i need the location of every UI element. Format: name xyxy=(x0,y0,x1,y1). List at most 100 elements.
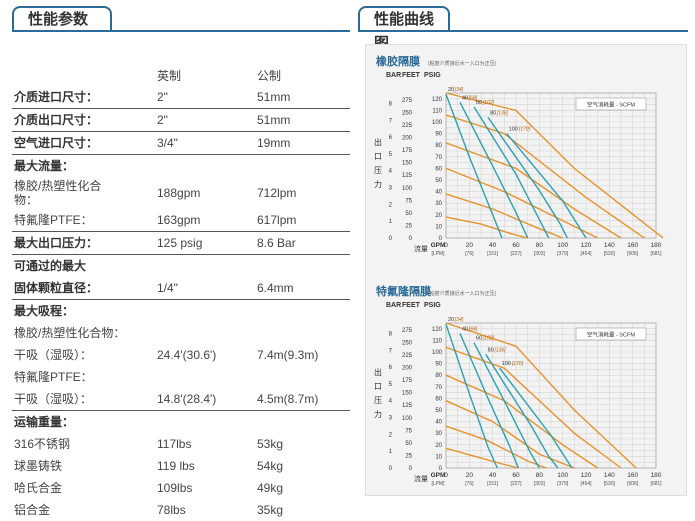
performance-curve xyxy=(445,374,599,469)
psig-tick: 110 xyxy=(432,108,442,114)
unit-label: PSIG xyxy=(424,72,441,79)
spec-label: 特氟隆PTFE： xyxy=(14,370,93,384)
air-legend: 空气消耗量 - SCFM xyxy=(587,331,635,339)
lpm-tick: [LPM] xyxy=(431,251,445,257)
psig-tick: 70 xyxy=(435,155,442,161)
bar-tick: 4 xyxy=(389,399,393,405)
performance-curve xyxy=(445,193,563,239)
gpm-tick: 60 xyxy=(512,472,520,479)
feet-tick: 50 xyxy=(405,211,412,217)
performance-curve xyxy=(445,216,528,239)
air-curve-label-metric: [170] xyxy=(511,361,524,367)
air-curve-label-metric: [34] xyxy=(454,317,464,323)
air-curve xyxy=(445,93,503,239)
spec-label: 橡胶/热塑性化合物： xyxy=(14,179,102,207)
gpm-tick: 60 xyxy=(512,242,520,249)
gpm-tick: 140 xyxy=(604,472,615,479)
gpm-tick: 20 xyxy=(466,242,474,249)
chart-note: (粘度介质接近水一入口为正压) xyxy=(428,290,497,297)
spec-label: 316不锈钢 xyxy=(14,437,71,451)
gpm-tick: 120 xyxy=(581,242,592,249)
bar-tick: 3 xyxy=(389,186,393,192)
performance-curve xyxy=(445,322,637,469)
spec-metric: 51mm xyxy=(257,113,291,127)
psig-tick: 20 xyxy=(435,443,442,449)
lpm-tick: [303] xyxy=(534,481,546,487)
psig-tick: 80 xyxy=(435,143,442,149)
gpm-tick: 100 xyxy=(557,472,568,479)
air-legend-box xyxy=(575,327,647,341)
psig-tick: 50 xyxy=(435,408,442,414)
bar-tick: 6 xyxy=(389,365,393,371)
bar-tick: 5 xyxy=(389,382,393,388)
performance-curve xyxy=(445,92,664,239)
spec-metric: 51mm xyxy=(257,90,291,104)
unit-label: BAR xyxy=(386,72,401,79)
bar-tick: 1 xyxy=(389,449,393,455)
spec-imperial: 125 psig xyxy=(157,236,203,250)
feet-tick: 150 xyxy=(402,391,413,397)
lpm-tick: [227] xyxy=(510,251,522,257)
spec-imperial: 1/4" xyxy=(157,281,178,295)
spec-row: 可通过的最大 xyxy=(12,255,350,277)
feet-tick: 50 xyxy=(405,441,412,447)
spec-metric: 53kg xyxy=(257,437,284,451)
air-curve-label: 80 xyxy=(488,347,494,353)
air-curve xyxy=(445,323,498,469)
feet-tick: 250 xyxy=(402,340,413,346)
spec-label: 介质出口尺寸： xyxy=(14,113,99,127)
unit-label: FEET xyxy=(402,72,421,79)
psig-tick: 110 xyxy=(432,338,442,344)
air-curve-label: 60 xyxy=(476,336,482,342)
lpm-tick: [379] xyxy=(557,481,569,487)
gpm-tick: 40 xyxy=(489,242,497,249)
lpm-tick: [606] xyxy=(627,481,639,487)
air-legend: 空气消耗量 - SCFM xyxy=(587,101,635,109)
lpm-tick: [379] xyxy=(557,251,569,257)
bar-tick: 2 xyxy=(389,202,393,208)
psig-tick: 40 xyxy=(435,420,442,426)
psig-tick: 90 xyxy=(435,132,442,138)
y-axis-label-char: 出 xyxy=(374,367,382,377)
spec-metric: 712lpm xyxy=(257,186,297,200)
lpm-tick: [530] xyxy=(604,481,616,487)
air-curve xyxy=(473,342,540,469)
gpm-tick: 160 xyxy=(627,472,638,479)
spec-label: 最大流量： xyxy=(14,159,75,173)
spec-imperial: 3/4" xyxy=(157,136,178,150)
spec-row: 固体颗粒直径： 1/4" 6.4mm xyxy=(12,277,350,300)
bar-tick: 8 xyxy=(389,101,393,107)
psig-tick: 100 xyxy=(432,350,443,356)
lpm-tick: [76] xyxy=(465,251,474,257)
air-curve-label-metric: [68] xyxy=(468,95,478,101)
air-curve-label-metric: [102] xyxy=(482,100,495,106)
psig-tick: 30 xyxy=(435,201,442,207)
spec-metric: 54kg xyxy=(257,459,284,473)
spec-table-header: 英制 公制 xyxy=(12,66,350,86)
col-metric: 公制 xyxy=(257,69,282,83)
spec-row: 球墨铸铁 119 lbs 54kg xyxy=(12,455,350,477)
spec-label: 可通过的最大 xyxy=(14,259,87,273)
air-curve xyxy=(459,101,529,239)
chart-section-divider xyxy=(358,30,688,32)
spec-row: 介质进口尺寸： 2" 51mm xyxy=(12,86,350,109)
spec-row: 316不锈钢 117lbs 53kg xyxy=(12,433,350,455)
gpm-tick: 80 xyxy=(536,242,544,249)
gpm-tick: GPM xyxy=(431,242,446,249)
lpm-tick: [454] xyxy=(580,481,592,487)
spec-imperial: 2" xyxy=(157,113,168,127)
spec-row: 哈氏合金 109lbs 49kg xyxy=(12,477,350,499)
performance-curve xyxy=(445,400,575,469)
spec-metric: 617lpm xyxy=(257,213,297,227)
feet-tick: 225 xyxy=(402,123,413,129)
spec-imperial: 117lbs xyxy=(157,437,192,451)
spec-imperial: 109lbs xyxy=(157,481,193,495)
unit-label: BAR xyxy=(386,302,401,309)
chart-ptfe-diaphragm: 特氟隆隔膜(粘度介质接近水一入口为正压)BAR FEET PSIG010203040… xyxy=(374,284,662,487)
bar-tick: 8 xyxy=(389,331,393,337)
chart-rubber-diaphragm: 橡胶隔膜 (粘度介质接近水一入口为正压)BAR FEET PSIG0102030405… xyxy=(374,54,664,257)
spec-metric: 49kg xyxy=(257,481,284,495)
bar-tick: 4 xyxy=(389,169,393,175)
spec-metric: 35kg xyxy=(257,503,284,517)
y-axis-label-char: 出 xyxy=(374,137,382,147)
